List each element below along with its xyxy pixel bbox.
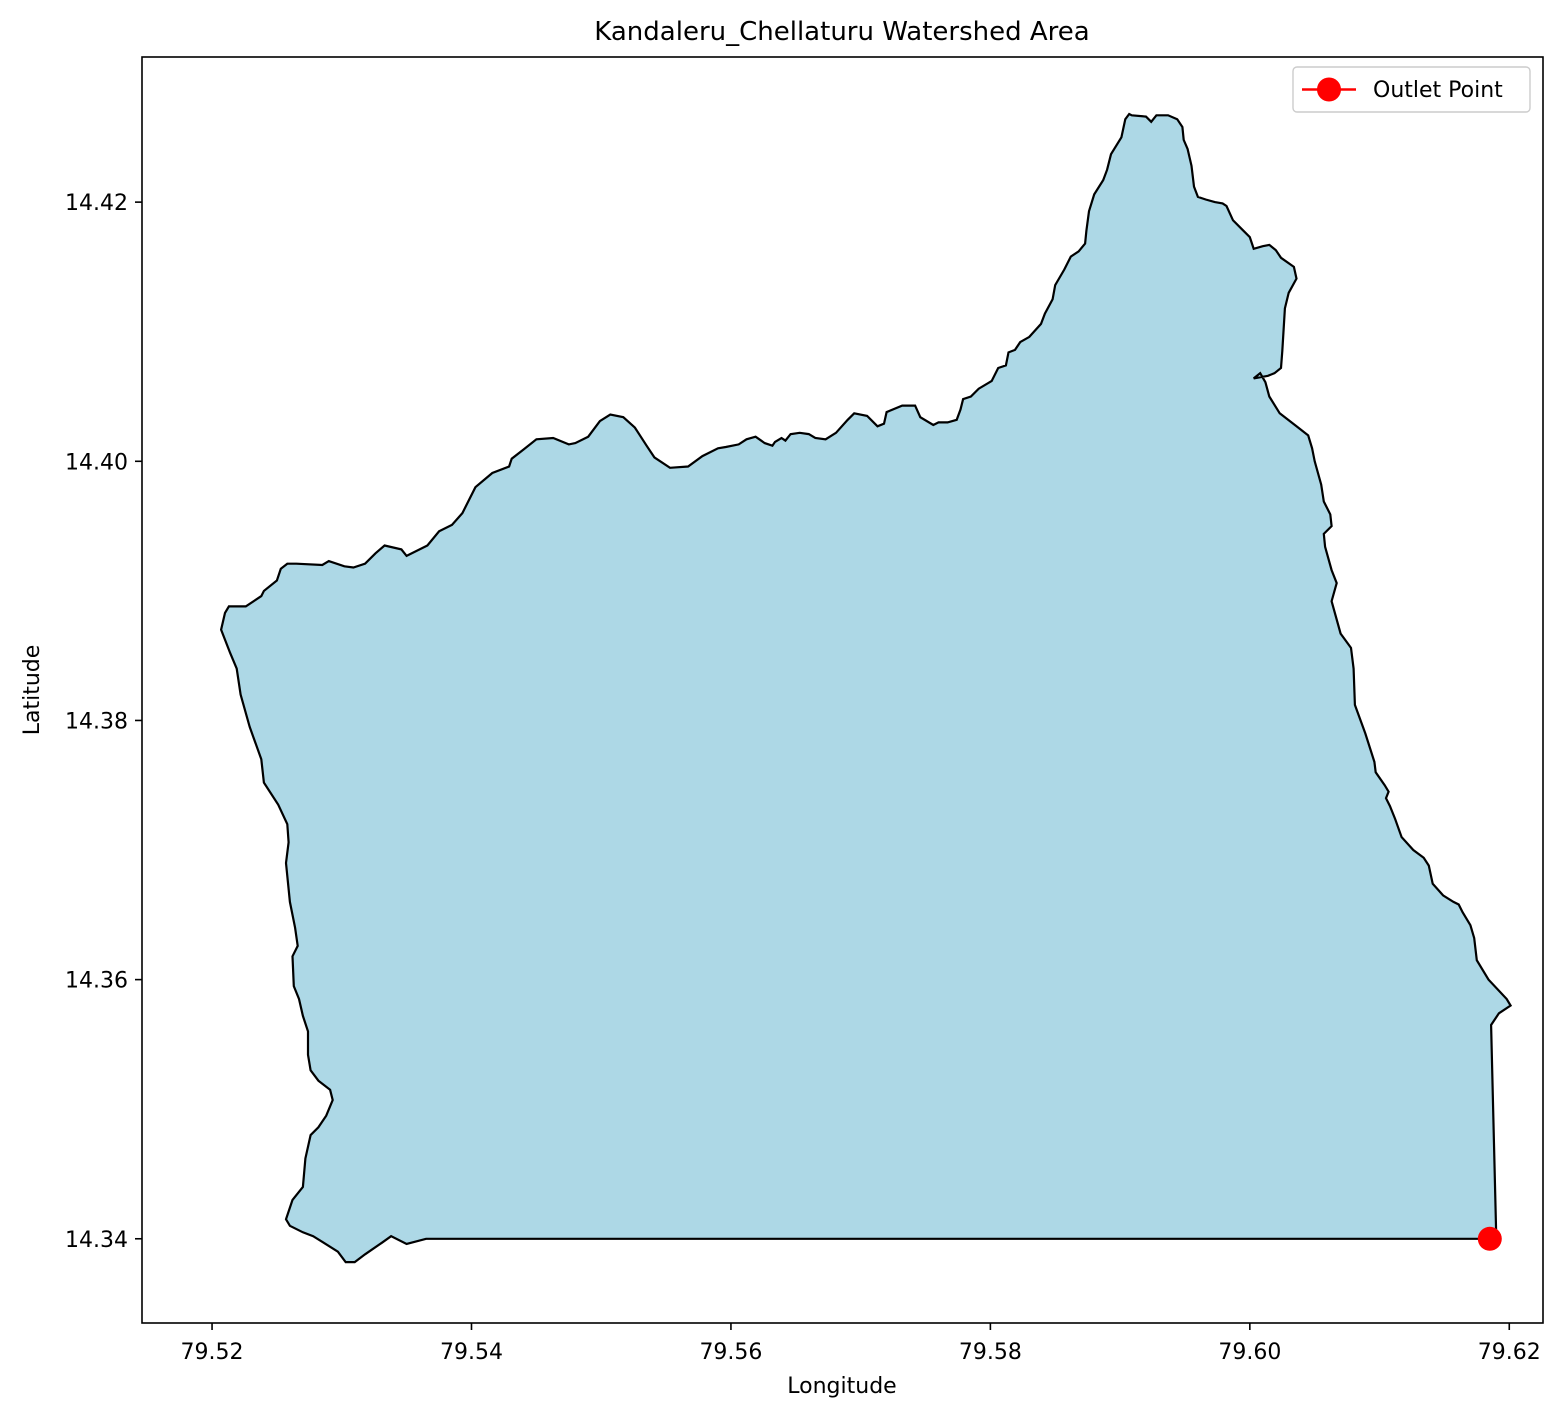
y-axis-ticks: 14.34 14.36 14.38 14.40 14.42 xyxy=(65,191,142,1253)
y-tick-label: 14.42 xyxy=(65,191,128,216)
legend-box xyxy=(1292,66,1531,113)
outlet-point-marker xyxy=(1477,1226,1502,1251)
x-axis-ticks: 79.52 79.54 79.56 79.58 79.60 79.62 xyxy=(181,1323,1541,1365)
x-tick-label: 79.54 xyxy=(440,1340,503,1365)
y-tick-label: 14.38 xyxy=(65,709,128,734)
x-axis-label: Longitude xyxy=(787,1374,896,1399)
plot-frame xyxy=(141,56,1544,1324)
x-tick-label: 79.52 xyxy=(181,1340,244,1365)
y-tick-label: 14.34 xyxy=(65,1228,128,1253)
x-tick-label: 79.56 xyxy=(699,1340,762,1365)
x-tick-label: 79.62 xyxy=(1478,1340,1541,1365)
y-axis-label: Latitude xyxy=(20,645,45,736)
legend-label: Outlet Point xyxy=(1373,78,1503,103)
legend: Outlet Point xyxy=(1292,66,1531,113)
chart-title: Kandaleru_Chellaturu Watershed Area xyxy=(594,17,1089,47)
legend-marker xyxy=(1317,77,1341,102)
plot-area xyxy=(219,112,1513,1264)
x-tick-label: 79.58 xyxy=(959,1340,1022,1365)
y-tick-label: 14.36 xyxy=(65,969,128,994)
y-tick-label: 14.40 xyxy=(65,450,128,475)
watershed-polygon xyxy=(219,112,1513,1264)
x-tick-label: 79.60 xyxy=(1218,1340,1281,1365)
